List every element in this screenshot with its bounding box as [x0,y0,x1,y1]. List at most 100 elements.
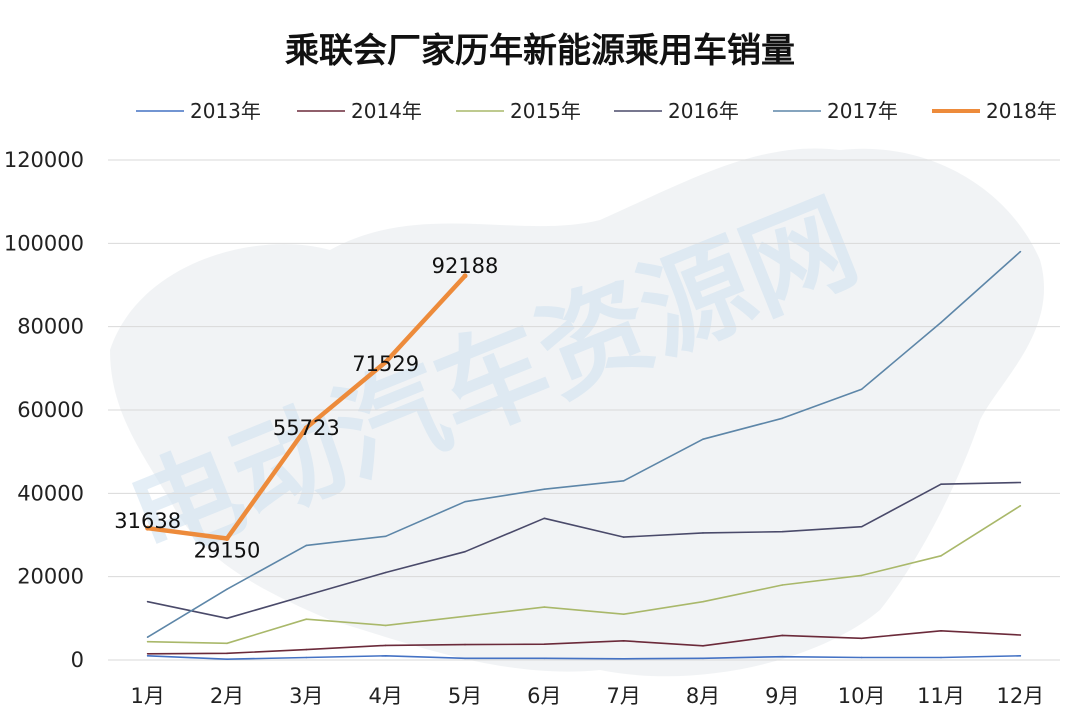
data-point [146,640,149,643]
data-point [622,640,625,642]
x-tick-label: 4月 [368,684,402,708]
series-line-2016年 [146,481,1022,620]
data-point [781,417,784,420]
data-point [622,480,625,482]
x-tick-label: 12月 [996,684,1044,708]
data-point [860,574,863,577]
data-point [940,656,942,659]
data-label: 92188 [432,254,499,278]
data-point [781,655,784,658]
data-point [702,600,704,603]
y-tick-label: 40000 [17,481,84,505]
data-point [1019,250,1022,253]
x-tick-label: 2月 [210,684,244,708]
data-point [226,658,228,660]
data-point [940,630,942,632]
y-tick-label: 100000 [4,231,84,255]
gridlines [108,159,1060,661]
data-point [384,624,387,627]
data-point [543,517,546,520]
x-axis-ticks: 1月 2月 3月 4月 5月 6月 7月 8月 9月 10月 11月 12月 [130,684,1044,708]
data-point [146,636,149,638]
background-map-shape [110,148,1045,677]
series-line-2017年 [146,250,1022,638]
y-axis-ticks: 0 20000 40000 60000 80000 100000 120000 [4,148,84,672]
data-point [543,643,546,645]
data-point [303,425,309,431]
data-point [860,637,863,640]
data-point [146,655,149,657]
data-point [860,656,863,659]
data-point [224,536,230,542]
data-point [464,550,466,553]
x-tick-label: 5月 [448,684,482,708]
x-tick-label: 11月 [917,684,965,708]
data-point [464,615,466,618]
legend-label: 2017年 [827,99,898,123]
data-point [622,657,625,660]
x-tick-label: 7月 [606,684,640,708]
series-line-2015年 [146,505,1022,645]
data-point [1019,634,1022,636]
data-point [781,584,784,586]
data-point [226,588,228,590]
data-point [622,536,625,538]
data-point [1019,481,1022,484]
series-line-2014年 [146,630,1022,655]
data-label: 55723 [273,416,340,440]
data-point [384,655,387,657]
data-point [384,571,387,574]
data-point [226,617,228,620]
legend-label: 2014年 [351,99,422,123]
data-point [702,657,704,660]
data-point [543,488,546,490]
data-point [622,613,625,615]
data-point [1019,505,1022,507]
legend-label: 2015年 [510,99,581,123]
data-point [702,532,704,534]
data-point [860,388,863,390]
data-point [464,500,466,503]
data-label: 31638 [114,509,181,533]
legend-label: 2013年 [190,99,261,123]
x-tick-label: 10月 [838,684,886,708]
y-tick-label: 0 [71,648,84,672]
legend-label: 2016年 [668,99,739,123]
y-tick-label: 20000 [17,565,84,589]
data-point [305,656,308,659]
data-point [1019,655,1022,657]
y-tick-label: 60000 [17,398,84,422]
data-point [781,530,784,533]
y-tick-label: 120000 [4,148,84,172]
data-point [940,483,942,485]
data-point [940,555,942,557]
series-lines [145,250,1022,660]
data-point [146,600,149,603]
data-point [462,273,468,279]
x-tick-label: 9月 [765,684,799,708]
data-point [543,606,546,608]
data-point [702,645,704,647]
legend: 2013年 2014年 2015年 2016年 2017年 2018年 [136,99,1057,123]
data-point [384,644,387,647]
series-line-2013年 [146,655,1022,660]
data-point [781,634,784,637]
data-point [384,535,387,538]
data-point [305,618,308,620]
data-point [464,657,466,660]
data-labels: 31638 29150 55723 71529 92188 [114,254,498,563]
data-point [305,594,308,597]
legend-label: 2018年 [986,99,1057,123]
data-point [305,648,308,651]
data-point [226,652,228,655]
data-point [146,652,149,655]
data-point [464,643,466,646]
x-tick-label: 8月 [686,684,720,708]
data-point [860,525,863,528]
data-point [226,642,228,645]
y-tick-label: 80000 [17,315,84,339]
x-tick-label: 6月 [527,684,561,708]
data-label: 29150 [194,539,261,563]
data-label: 71529 [352,352,419,376]
data-point [702,438,704,440]
